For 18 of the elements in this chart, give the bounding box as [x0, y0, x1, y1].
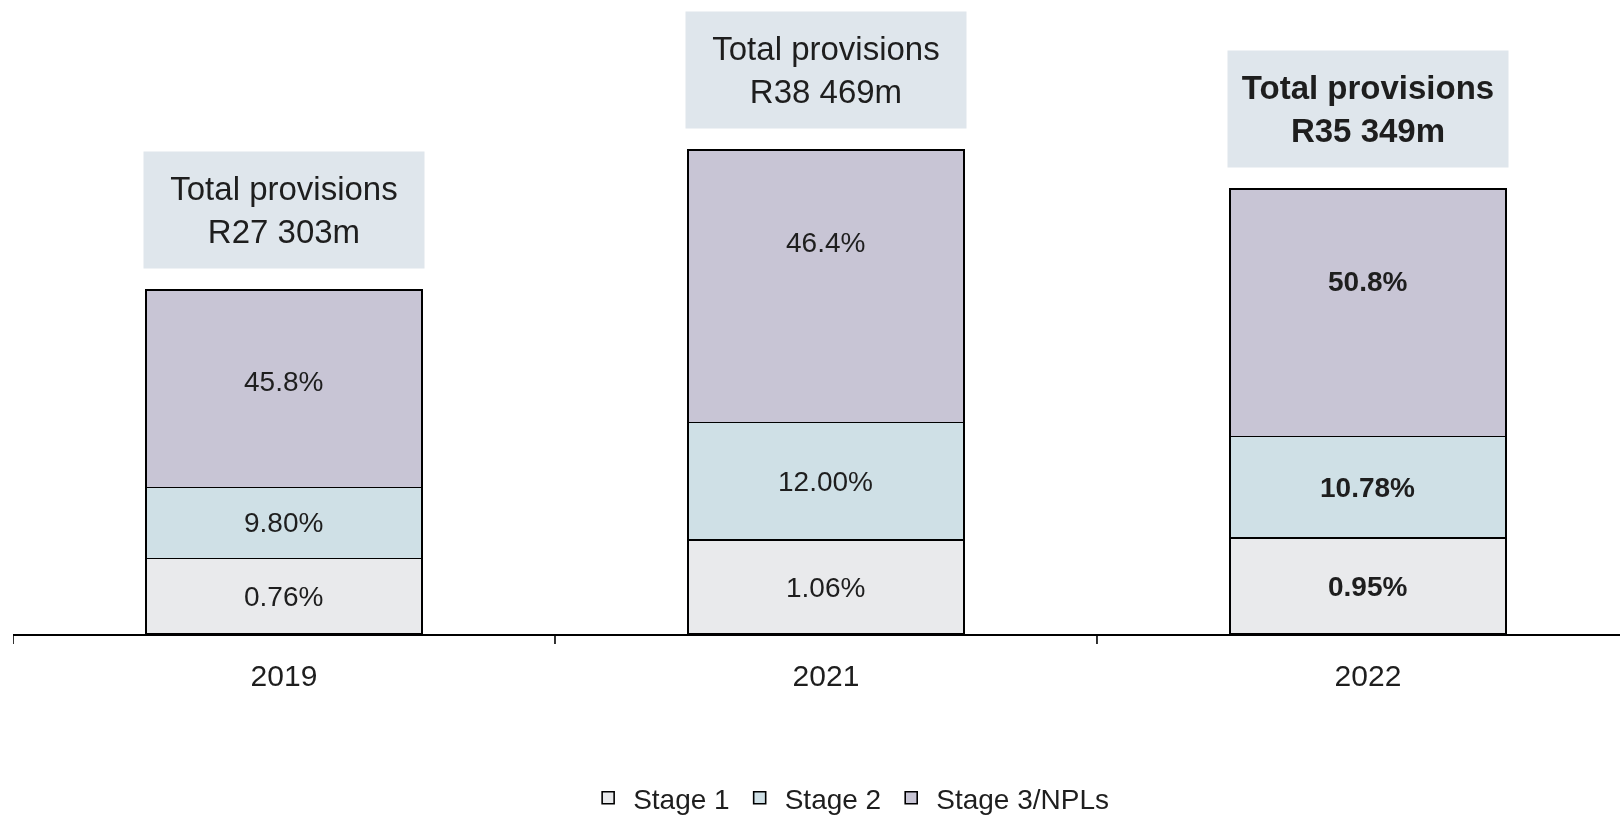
annotation: 1.06% — [786, 572, 866, 603]
total-label: Total provisions R35 349m — [1241, 69, 1495, 149]
x-tick-label: 2021 — [792, 659, 860, 692]
annotation: 10.78% — [1320, 472, 1416, 503]
x-tick-label: 2022 — [1334, 659, 1402, 692]
annotation: 9.80% — [244, 507, 324, 538]
annotation: 50.8% — [1328, 266, 1408, 297]
total-label: Total provisions R38 469m — [712, 30, 940, 110]
annotation: 0.76% — [244, 581, 324, 612]
annotation: 45.8% — [244, 366, 324, 397]
annotation: 12.00% — [778, 466, 873, 497]
legend-label: Stage 2 — [784, 783, 882, 815]
legend-label: Stage 1 — [633, 783, 730, 815]
x-tick-label: 2019 — [250, 659, 318, 692]
annotation: 0.95% — [1328, 571, 1408, 602]
total-label: Total provisions R27 303m — [170, 170, 398, 250]
annotation: 46.4% — [786, 227, 866, 258]
legend-label: Stage 3/NPLs — [936, 783, 1109, 815]
